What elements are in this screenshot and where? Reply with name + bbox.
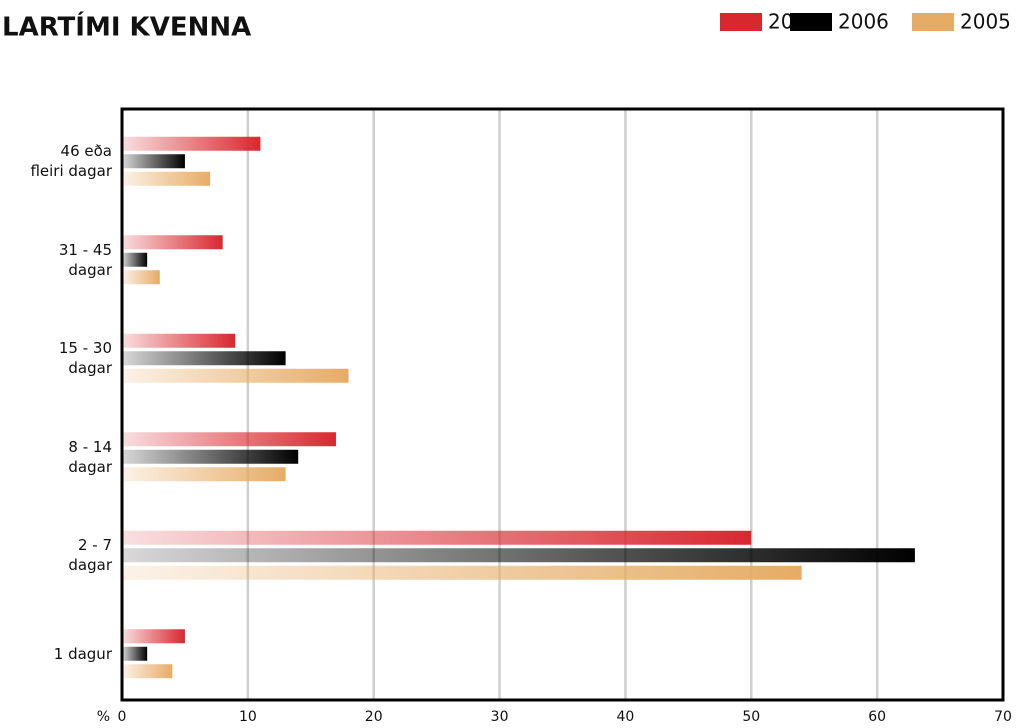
x-tick-label: 70 [994,709,1012,725]
legend-swatch [912,13,954,31]
bar [122,154,185,169]
y-tick-label: 1 dagur [53,644,112,663]
bar [122,333,236,348]
legend-swatch [790,13,832,31]
bar [122,432,336,447]
x-tick-label: 50 [742,709,760,725]
x-tick-label: 20 [365,709,383,725]
y-tick-label: 15 - 30 dagar [58,339,112,378]
x-tick-label: 60 [868,709,886,725]
bar [122,565,802,580]
bar [122,270,160,285]
bar [122,252,148,267]
x-tick-label: 0 [118,709,127,725]
y-tick-label: 2 - 7 dagar [68,536,112,575]
chart-title: LARTÍMI KVENNA [2,11,251,43]
x-axis-label: % [97,709,110,725]
x-tick-label: 40 [617,709,635,725]
plot-frame [120,107,1005,702]
bar [122,530,752,545]
bar [122,664,173,679]
bar [122,449,299,464]
legend-label: 2006 [838,10,889,34]
bar [122,646,148,661]
bar [122,467,286,482]
bar [122,629,185,644]
bar [122,235,223,250]
y-tick-label: 31 - 45 dagar [58,240,112,279]
bar [122,136,261,151]
x-tick-label: 10 [239,709,257,725]
bar [122,368,349,383]
legend-swatch [720,13,762,31]
bar [122,548,915,563]
x-tick-label: 30 [491,709,509,725]
y-tick-label: 46 eða fleiri dagar [30,142,112,181]
bar [122,171,211,186]
bar [122,351,286,366]
legend-label: 2005 [960,10,1011,34]
y-tick-label: 8 - 14 dagar [68,437,112,476]
